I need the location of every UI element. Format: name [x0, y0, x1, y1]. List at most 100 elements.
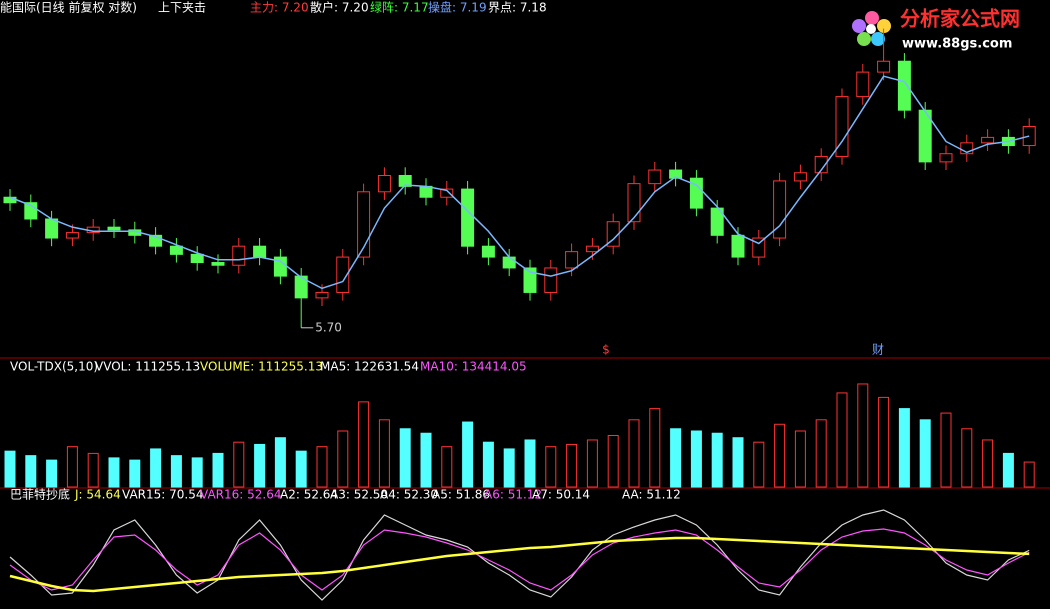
candle-body: [502, 256, 516, 269]
volume-bar: [4, 450, 16, 488]
volume-bar: [420, 432, 432, 488]
volume-bar: [940, 412, 952, 488]
candle-body: [440, 188, 454, 198]
volume-bar: [545, 446, 557, 488]
candle-body: [211, 262, 225, 266]
volume-bar: [815, 419, 827, 488]
legend-text: VOL-TDX(5,10): [10, 360, 98, 374]
candle-body: [565, 251, 579, 269]
volume-bar: [586, 439, 598, 488]
indicator-line: [9, 528, 1030, 591]
volume-bar: [129, 459, 141, 488]
volume-bar: [378, 419, 390, 488]
legend-text: 能国际(日线 前复权 对数): [0, 0, 137, 15]
legend-text: 绿阵: 7.17: [370, 0, 429, 15]
volume-bar: [462, 421, 474, 488]
ma-line: [9, 75, 1030, 290]
volume-bar: [836, 392, 848, 488]
candle-body: [544, 267, 558, 293]
volume-bar: [399, 428, 411, 488]
candle-body: [981, 136, 995, 144]
candle-body: [65, 232, 79, 239]
legend-text: 巴菲特抄底: [10, 487, 70, 502]
volume-bar: [690, 430, 702, 488]
indicator-line: [9, 536, 1030, 593]
volume-bar: [150, 448, 162, 488]
candle-body: [294, 275, 308, 299]
volume-bar: [337, 430, 349, 488]
candle-body: [190, 253, 204, 264]
legend-text: A2: 52.64: [280, 488, 338, 502]
volume-bar: [295, 450, 307, 488]
volume-bar: [898, 408, 910, 488]
legend-text: VAR16: 52.64: [200, 488, 281, 502]
volume-bar: [961, 428, 973, 488]
volume-bar: [274, 437, 286, 488]
legend-text: AA: 51.12: [622, 488, 681, 502]
volume-bar: [503, 448, 515, 488]
candle-body: [523, 267, 537, 293]
legend-text: VVOL: 111255.13: [95, 360, 200, 374]
logo-petal: [857, 32, 871, 46]
logo-petal: [877, 19, 891, 33]
candle-body: [336, 256, 350, 293]
candle-body: [960, 142, 974, 155]
legend-text: 散户: 7.20: [310, 0, 369, 15]
candle-body: [419, 185, 433, 198]
candle-body: [315, 291, 329, 299]
logo-petal: [871, 32, 885, 46]
candle-body: [627, 183, 641, 223]
volume-bar: [774, 423, 786, 488]
volume-bar: [982, 439, 994, 488]
candle-body: [835, 96, 849, 157]
candle-body: [669, 169, 683, 179]
legend-text: A6: 51.12: [484, 488, 542, 502]
candle-body: [897, 60, 911, 111]
candle-body: [773, 180, 787, 239]
volume-bar: [46, 459, 58, 488]
candle-body: [3, 196, 17, 204]
legend-text: A7: 50.14: [532, 488, 590, 502]
legend-text: A4: 52.30: [380, 488, 438, 502]
candle-body: [232, 245, 246, 266]
low-label: 5.70: [315, 320, 342, 334]
candle-body: [461, 188, 475, 247]
candle-body: [377, 174, 391, 193]
legend-text: 操盘: 7.19: [428, 0, 487, 15]
volume-bar: [649, 408, 661, 488]
logo-center: [866, 24, 876, 34]
logo-url: www.88gs.com: [902, 37, 1012, 52]
volume-bar: [670, 428, 682, 488]
candle-body: [253, 245, 267, 258]
volume-bar: [233, 441, 245, 488]
candle-body: [731, 234, 745, 258]
volume-bar: [358, 401, 370, 488]
candle-body: [149, 234, 163, 247]
candle-body: [918, 109, 932, 163]
indicator-line: [9, 509, 1030, 601]
legend-text: VAR15: 70.54: [122, 488, 203, 502]
volume-bar: [191, 457, 203, 488]
volume-bar: [1023, 461, 1035, 488]
volume-bar: [566, 443, 578, 488]
candle-body: [585, 245, 599, 253]
volume-bar: [25, 455, 37, 488]
candle-body: [398, 174, 412, 187]
legend-text: A3: 52.50: [330, 488, 388, 502]
candle-body: [814, 155, 828, 174]
volume-bar: [919, 419, 931, 488]
legend-text: J: 54.64: [74, 488, 121, 502]
candle-body: [648, 169, 662, 185]
legend-text: 界点: 7.18: [488, 1, 547, 15]
logo-petal: [852, 19, 866, 33]
volume-bar: [66, 446, 78, 488]
volume-bar: [753, 441, 765, 488]
volume-bar: [607, 434, 619, 488]
candle-body: [877, 60, 891, 73]
volume-bar: [482, 441, 494, 488]
volume-bar: [254, 443, 266, 488]
logo-petal: [865, 11, 879, 25]
legend-text: MA5: 122631.54: [320, 360, 419, 374]
